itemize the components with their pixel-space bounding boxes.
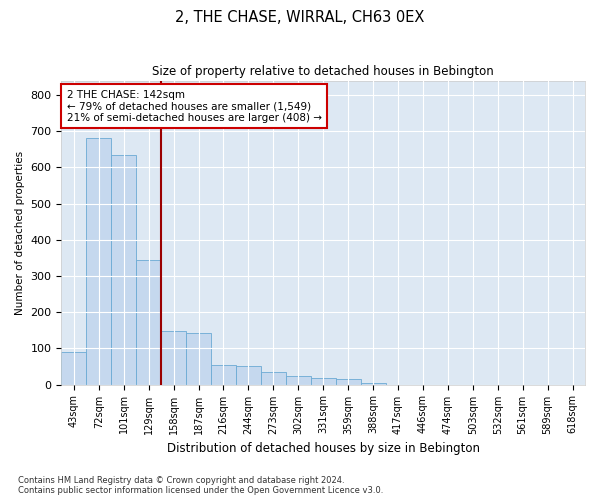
Bar — [361, 383, 386, 384]
Bar — [86, 138, 111, 384]
Bar — [161, 331, 186, 384]
Bar — [286, 376, 311, 384]
Bar — [136, 260, 161, 384]
Y-axis label: Number of detached properties: Number of detached properties — [15, 150, 25, 314]
Bar — [61, 352, 86, 384]
Text: Contains HM Land Registry data © Crown copyright and database right 2024.
Contai: Contains HM Land Registry data © Crown c… — [18, 476, 383, 495]
Bar — [335, 379, 361, 384]
Bar — [236, 366, 261, 384]
Title: Size of property relative to detached houses in Bebington: Size of property relative to detached ho… — [152, 65, 494, 78]
Bar — [311, 378, 335, 384]
X-axis label: Distribution of detached houses by size in Bebington: Distribution of detached houses by size … — [167, 442, 480, 455]
Text: 2 THE CHASE: 142sqm
← 79% of detached houses are smaller (1,549)
21% of semi-det: 2 THE CHASE: 142sqm ← 79% of detached ho… — [67, 90, 322, 123]
Bar — [261, 372, 286, 384]
Text: 2, THE CHASE, WIRRAL, CH63 0EX: 2, THE CHASE, WIRRAL, CH63 0EX — [175, 10, 425, 25]
Bar — [111, 154, 136, 384]
Bar — [211, 366, 236, 384]
Bar — [186, 333, 211, 384]
